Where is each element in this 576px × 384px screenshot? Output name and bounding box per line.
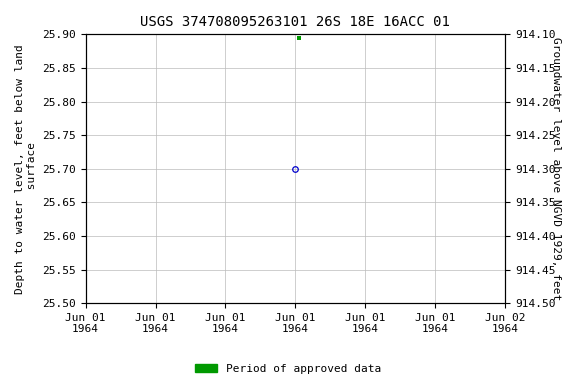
Y-axis label: Groundwater level above NGVD 1929, feet: Groundwater level above NGVD 1929, feet [551,37,561,300]
Y-axis label: Depth to water level, feet below land
 surface: Depth to water level, feet below land su… [15,44,37,294]
Title: USGS 374708095263101 26S 18E 16ACC 01: USGS 374708095263101 26S 18E 16ACC 01 [141,15,450,29]
Legend: Period of approved data: Period of approved data [191,359,385,379]
